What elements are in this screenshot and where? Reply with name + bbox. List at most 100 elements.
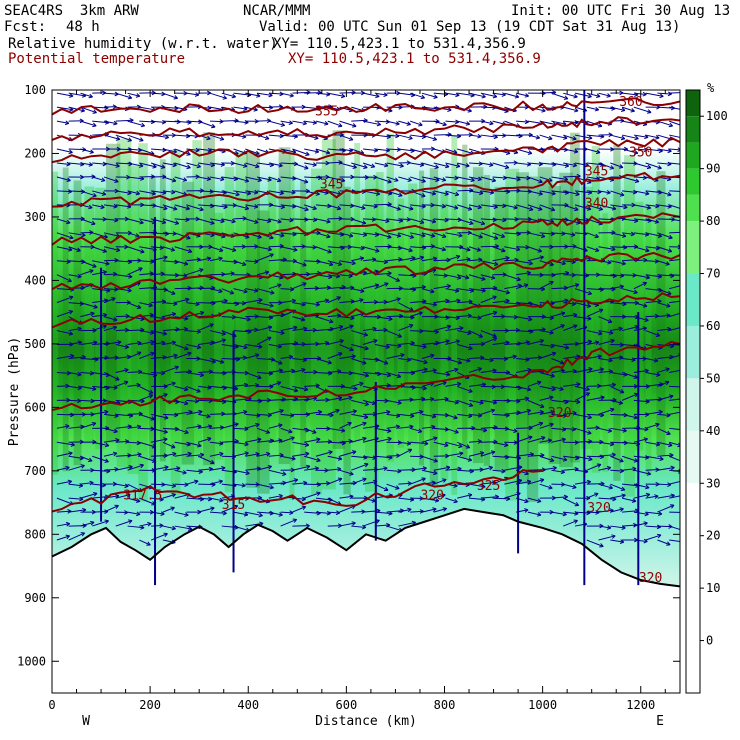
wind-vector-head [279,274,284,280]
wind-vector-head [269,234,274,240]
wind-vector [610,246,627,249]
wind-vector [445,497,458,503]
wind-vector [657,92,672,95]
wind-vector [433,204,446,208]
wind-vector [574,316,592,320]
wind-vector [56,452,73,457]
wind-vector-head [76,247,81,253]
wind-vector [539,385,556,391]
wind-vector [669,274,680,276]
wind-vector-head [406,357,411,363]
wind-vector [327,148,346,152]
wind-vector-head [397,400,402,405]
wind-vector-head [618,164,624,169]
frame [51,89,681,694]
wind-vector-head [150,351,155,357]
wind-vector-head [187,526,193,531]
wind-vector [162,148,177,153]
wind-vector-head [574,501,580,507]
wind-vector-head [151,190,156,196]
wind-vector-head [419,219,425,225]
wind-vector [56,106,74,111]
wind-vector-head [257,374,262,380]
field1-label: Relative humidity (w.r.t. water) [8,36,278,52]
wind-vector-head [125,439,130,444]
wind-vector [351,119,368,122]
wind-vector [421,106,440,110]
wind-vector [445,299,461,304]
wind-vector-head [619,389,625,394]
wind-vector-head [477,367,482,372]
wind-vector [327,409,340,415]
wind-vector-head [679,165,680,167]
wind-vector [457,441,470,449]
wind-vector [657,466,675,471]
wind-vector [586,162,604,166]
wind-vector [151,497,164,501]
wind-vector-head [549,422,554,428]
wind-vector [633,246,650,252]
wind-vector [292,482,308,485]
wind-vector [445,274,462,279]
x-tick-label: 400 [237,698,259,712]
wind-vector-head [288,428,293,434]
wind-vector [103,176,119,183]
wind-vector-head [128,274,133,279]
wind-vector-head [135,93,141,98]
wind-vector [621,176,640,183]
wind-vector-head [195,301,200,307]
wind-vector [669,455,680,462]
wind-vector [586,492,599,499]
wind-vector [622,483,640,487]
wind-vector [245,467,261,471]
wind-vector [386,162,404,167]
wind-vector-head [324,340,330,346]
wind-vector-head [233,386,239,391]
wind-vector [468,162,483,165]
wind-vector [256,465,272,471]
wind-vector-head [194,92,200,97]
wind-vector [574,427,592,434]
wind-vector-head [196,163,201,169]
wind-vector [151,371,165,374]
wind-vector-head [93,491,98,497]
wind-vector-head [383,486,389,492]
wind-vector-head [682,311,686,315]
wind-vector-head [623,204,628,210]
wind-vector-head [341,428,346,433]
wind-vector [56,523,70,527]
wind-vector-head [395,485,400,490]
wind-vector [445,288,460,292]
wind-vector [657,494,675,499]
wind-vector [162,382,176,387]
wind-vector-head [586,479,592,485]
wind-vector [480,466,493,471]
wind-vector [150,533,168,541]
wind-vector-head [655,203,660,209]
wind-vector [139,385,154,394]
wind-vector [150,330,167,335]
wind-vector-head [644,134,649,140]
fcst-value: 48 h [66,19,100,35]
wind-vector [209,452,224,457]
wind-vector [480,330,497,338]
wind-vector-head [549,457,555,463]
wind-vector-head [362,436,367,442]
theta-contour [52,340,680,411]
wind-vector-head [433,436,438,441]
wind-vector [186,258,201,262]
wind-vector [374,316,393,320]
wind-vector-head [549,261,554,267]
wind-vector [468,483,486,488]
wind-vector [198,162,215,166]
wind-vector-head [528,260,533,266]
wind-vector-head [269,253,274,258]
rh-column [289,151,295,500]
wind-vector [551,369,565,373]
wind-vector [268,439,283,443]
wind-vector [480,232,498,240]
wind-vector-head [313,217,318,223]
wind-vector-head [490,450,496,455]
wind-vector-head [488,465,494,471]
